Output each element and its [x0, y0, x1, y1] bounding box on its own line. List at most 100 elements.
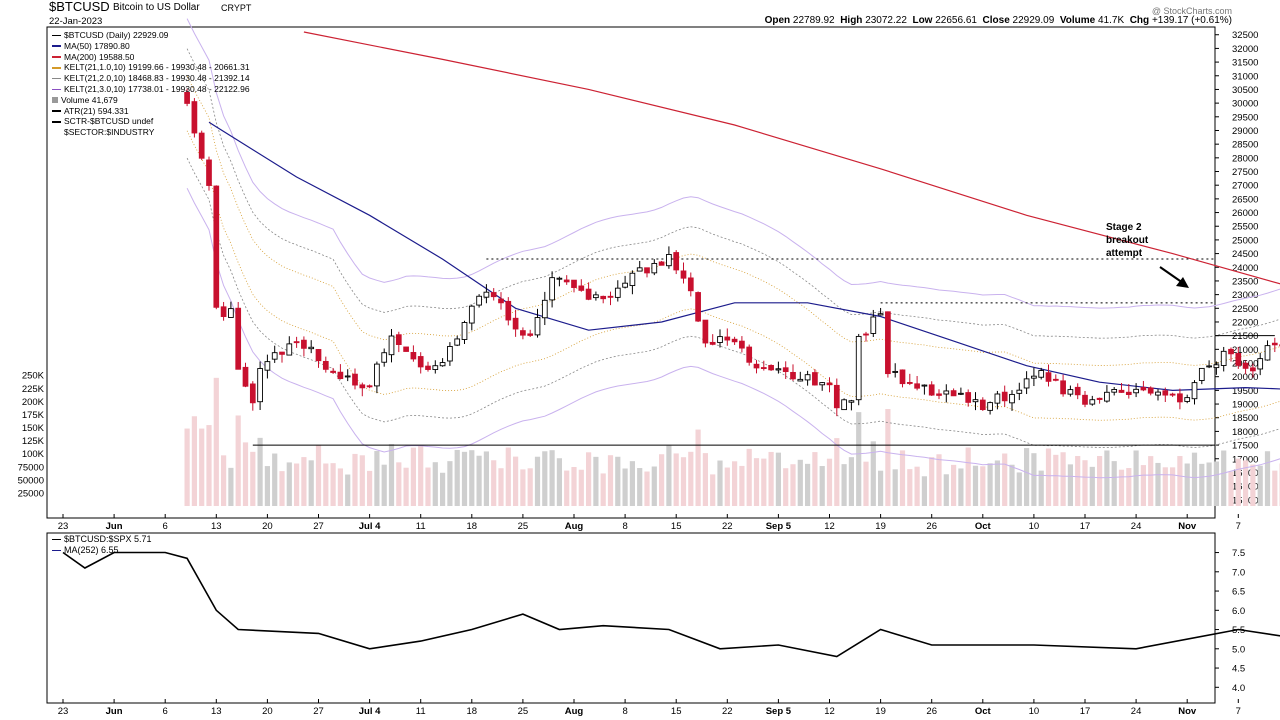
legend-text-ratio: $BTCUSD:$SPX 5.71: [64, 534, 152, 544]
legend-item-ma50: MA(50) 17890.80: [52, 41, 250, 52]
candle-body: [388, 335, 395, 356]
candle-body: [571, 279, 577, 288]
candle-body: [622, 282, 628, 288]
ratio-axis-tick-label: 7.0: [1232, 567, 1245, 578]
candle-body: [301, 339, 307, 349]
price-axis-tick-label: 31000: [1232, 71, 1258, 82]
candle-body: [468, 305, 475, 324]
candle-body: [447, 346, 453, 362]
ratio-x-axis-tick-label: 22: [722, 706, 733, 717]
ratio-x-axis-tick-label: Jun: [106, 706, 123, 717]
legend-text-sctr: SCTR-$BTCUSD undef: [64, 116, 154, 127]
price-axis-tick-label: 18000: [1232, 427, 1258, 438]
candle-body: [1125, 391, 1132, 395]
volume-bar: [1104, 450, 1110, 506]
volume-bar: [724, 467, 730, 506]
candle-body: [753, 363, 760, 369]
candle-body: [198, 132, 205, 159]
volume-bar: [768, 451, 774, 506]
candle-body: [1104, 391, 1110, 402]
legend-swatch-volume: [52, 97, 58, 104]
ratio-x-axis-tick-label: 27: [313, 706, 324, 717]
candle-body: [1038, 370, 1045, 378]
candle-body: [724, 336, 731, 341]
volume-bar: [951, 464, 957, 506]
header-exchange: CRYPT: [221, 3, 252, 13]
candle-body: [1177, 393, 1183, 403]
volume-bar: [294, 463, 300, 506]
candle-body: [906, 382, 913, 384]
price-axis-tick-label: 27000: [1232, 181, 1258, 192]
ratio-x-axis-tick-label: 17: [1080, 706, 1091, 717]
x-axis-tick-label: Jun: [106, 521, 123, 532]
legend-item-ratio: $BTCUSD:$SPX 5.71: [52, 534, 152, 545]
volume-bar: [542, 451, 548, 506]
volume-bar: [1133, 450, 1139, 506]
candle-body: [1089, 399, 1096, 405]
x-axis-tick-label: 12: [824, 521, 835, 532]
candle-body: [607, 295, 614, 298]
chg-label: Chg: [1129, 15, 1150, 26]
price-axis-tick-label: 17000: [1232, 454, 1258, 465]
volume-bar: [958, 468, 964, 506]
candle-body: [833, 384, 840, 409]
x-axis-tick-label: 26: [926, 521, 937, 532]
volume-bar: [607, 455, 614, 506]
legend-item-sector: $SECTOR:$INDUSTRY: [52, 127, 250, 138]
volume-bar: [878, 470, 884, 506]
ratio-x-axis-tick-label: Jul 4: [359, 706, 381, 717]
volume-bar: [425, 467, 431, 506]
candle-body: [1228, 348, 1234, 355]
ratio-panel-frame: [46, 532, 1216, 704]
x-axis-tick-label: Jul 4: [359, 521, 381, 532]
volume-bar: [1126, 468, 1132, 506]
candle-body: [644, 267, 650, 274]
price-axis-tick-label: 30500: [1232, 85, 1258, 96]
candle-body: [541, 299, 548, 319]
candle-body: [337, 371, 344, 380]
volume-bar: [797, 459, 803, 506]
volume-axis-tick-label: 50000: [18, 475, 44, 486]
candle-body: [549, 277, 555, 301]
volume-bar: [644, 471, 650, 506]
candle-body: [804, 374, 811, 381]
ratio-axis-tick-label: 6.5: [1232, 587, 1245, 598]
price-axis-tick-label: 30000: [1232, 99, 1258, 110]
annotation-arrow-shaft: [1159, 266, 1184, 284]
candle-body: [417, 356, 424, 368]
price-axis-tick-label: 24500: [1232, 249, 1258, 260]
volume-bar: [1155, 462, 1161, 506]
legend-item-atr: ATR(21) 594.331: [52, 106, 250, 117]
volume-bar: [1191, 452, 1198, 506]
volume-bar: [739, 465, 745, 506]
volume-bar: [578, 469, 584, 506]
volume-bar: [527, 468, 533, 506]
volume-bar: [556, 458, 562, 506]
volume-bar: [469, 450, 475, 506]
volume-bar: [1009, 464, 1015, 506]
price-axis-tick-label: 17500: [1232, 441, 1258, 452]
ratio-line: [62, 551, 1280, 658]
price-axis-tick-label: 26500: [1232, 194, 1258, 205]
candle-body: [425, 365, 431, 370]
candle-body: [994, 393, 1001, 404]
candle-body: [403, 346, 409, 352]
candle-body: [746, 346, 753, 363]
volume-bar: [680, 457, 687, 506]
candle-body: [563, 279, 570, 283]
candle-body: [1271, 342, 1278, 346]
candle-body: [943, 390, 950, 395]
candle-body: [206, 159, 212, 186]
header-date: 22-Jan-2023: [49, 16, 103, 27]
volume-bar: [221, 455, 227, 506]
legend-item-kelt3: KELT(21,3.0,10) 17738.01 - 19930.48 - 22…: [52, 84, 250, 95]
x-axis-tick-label: 24: [1131, 521, 1142, 532]
candle-body: [476, 295, 482, 306]
candle-body: [1264, 345, 1271, 361]
volume-bar: [1082, 460, 1088, 506]
legend-item-sctr: SCTR-$BTCUSD undef: [52, 116, 250, 127]
volume-bar: [841, 464, 847, 506]
price-axis-tick-label: 23500: [1232, 276, 1258, 287]
candle-body: [184, 92, 190, 104]
volume-bar: [629, 461, 635, 506]
